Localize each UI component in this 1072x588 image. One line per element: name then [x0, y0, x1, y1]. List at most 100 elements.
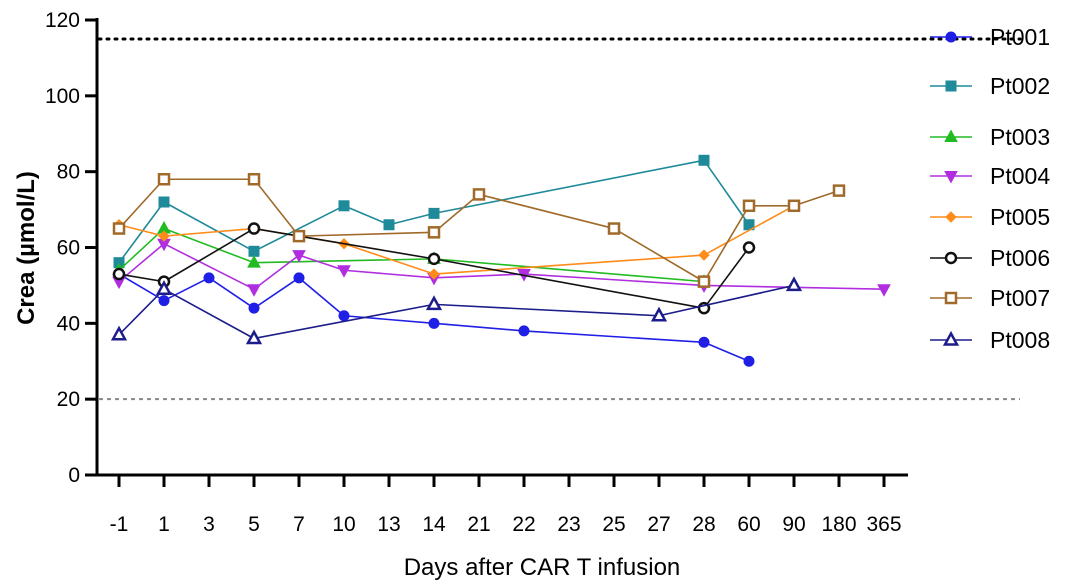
axes: [95, 18, 908, 477]
data-point-pt002: [698, 154, 710, 166]
series-line-pt006: [118, 227, 750, 309]
data-point-pt001: [428, 317, 440, 329]
legend-item-pt007: Pt007: [930, 285, 1050, 311]
x-tick-label: 28: [692, 513, 715, 536]
data-point-pt008: [785, 276, 803, 292]
data-point-pt004: [877, 284, 891, 297]
data-point-pt008: [110, 325, 128, 341]
x-tick-label: 21: [467, 513, 490, 536]
legend-item-pt002: Pt002: [930, 73, 1050, 99]
data-point-pt003: [247, 255, 261, 268]
series-pt008: [110, 276, 803, 345]
data-point-pt001: [248, 302, 260, 314]
legend-label-pt005: Pt005: [990, 204, 1050, 230]
x-tick-label: 365: [866, 513, 901, 536]
data-point-pt004: [292, 250, 306, 263]
x-tick-label: 5: [248, 513, 260, 536]
x-tick-label: 90: [782, 513, 805, 536]
data-point-pt005: [158, 230, 170, 242]
y-tick-label: 120: [45, 9, 80, 32]
y-tick-label: 80: [57, 161, 80, 184]
series-pt004: [112, 238, 891, 297]
legend-marker-pt002: [945, 80, 957, 92]
y-axis-title: Crea (µmol/L): [13, 171, 40, 325]
legend-item-pt001: Pt001: [930, 24, 1050, 50]
data-point-pt007: [247, 173, 261, 186]
x-tick-label: 27: [647, 513, 670, 536]
data-point-pt007: [787, 199, 801, 213]
data-point-pt001: [698, 336, 710, 348]
data-point-pt002: [383, 219, 395, 231]
x-tick-label: 3: [203, 513, 215, 536]
data-point-pt005: [428, 268, 440, 280]
data-point-pt001: [203, 272, 215, 284]
data-point-pt006: [742, 241, 756, 254]
legend-item-pt004: Pt004: [930, 163, 1050, 189]
data-point-pt007: [292, 229, 306, 243]
legend-marker-pt007: [944, 291, 958, 305]
data-point-pt007: [742, 199, 756, 213]
series-line-pt008: [118, 284, 795, 340]
data-point-pt002: [158, 196, 170, 208]
series-line-pt002: [118, 159, 750, 264]
legend-label-pt002: Pt002: [990, 73, 1050, 99]
series-line-pt001: [118, 273, 750, 362]
data-point-pt007: [697, 275, 711, 288]
series-pt001: [113, 268, 755, 367]
series-layer: [110, 154, 891, 367]
x-tick-label: -1: [110, 513, 129, 536]
data-point-pt006: [112, 267, 126, 281]
x-ticks: -1 1 3 5 7 10 13 14 21 22 23 25 27 28 60 90 180 365: [110, 475, 902, 536]
legend-label-pt006: Pt006: [990, 245, 1050, 271]
legend-marker-pt003: [944, 129, 958, 142]
legend-label-pt008: Pt008: [990, 327, 1050, 353]
data-point-pt006: [427, 252, 441, 266]
x-tick-label: 60: [737, 513, 760, 536]
data-point-pt002: [428, 207, 440, 219]
x-tick-label: 25: [602, 513, 625, 536]
legend-label-pt004: Pt004: [990, 163, 1050, 189]
legend-label-pt001: Pt001: [990, 24, 1050, 50]
series-line-pt004: [118, 242, 885, 291]
data-point-pt008: [155, 280, 173, 295]
data-point-pt007: [832, 184, 846, 197]
y-tick-label: 60: [57, 237, 80, 260]
legend-item-pt005: Pt005: [930, 204, 1050, 230]
x-tick-label: 22: [512, 513, 535, 536]
legend-marker-pt001: [945, 31, 957, 43]
data-point-pt002: [248, 245, 260, 257]
y-tick-label: 20: [57, 388, 80, 411]
x-axis-title: Days after CAR T infusion: [404, 554, 681, 581]
legend-item-pt003: Pt003: [930, 124, 1050, 150]
data-point-pt007: [472, 188, 486, 201]
y-ticks: 0 20 40 60 80 100 120: [45, 9, 97, 487]
data-point-pt008: [425, 295, 443, 311]
data-point-pt001: [338, 310, 350, 322]
data-point-pt007: [112, 222, 126, 235]
reference-lines: [97, 37, 1022, 401]
data-point-pt005: [698, 249, 710, 261]
x-tick-label: 23: [557, 513, 580, 536]
data-point-pt007: [607, 222, 621, 235]
data-point-pt007: [427, 226, 441, 239]
legend-marker-pt008: [942, 330, 960, 346]
data-point-pt006: [247, 222, 261, 235]
series-pt002: [113, 154, 755, 269]
series-pt007: [112, 173, 846, 288]
y-tick-label: 0: [68, 464, 80, 487]
legend-label-pt007: Pt007: [990, 285, 1050, 311]
legend-marker-pt004: [944, 171, 958, 184]
data-point-pt004: [337, 265, 351, 278]
y-tick-label: 100: [45, 85, 80, 108]
data-point-pt004: [247, 284, 261, 297]
data-point-pt008: [650, 306, 668, 322]
x-tick-label: 14: [422, 513, 446, 536]
data-point-pt001: [518, 325, 530, 337]
legend-marker-pt005: [945, 211, 957, 223]
series-pt006: [112, 222, 756, 315]
legend-item-pt008: Pt008: [930, 327, 1050, 353]
series-line-pt005: [118, 205, 795, 275]
x-tick-label: 10: [332, 513, 355, 536]
x-tick-label: 180: [821, 513, 856, 536]
